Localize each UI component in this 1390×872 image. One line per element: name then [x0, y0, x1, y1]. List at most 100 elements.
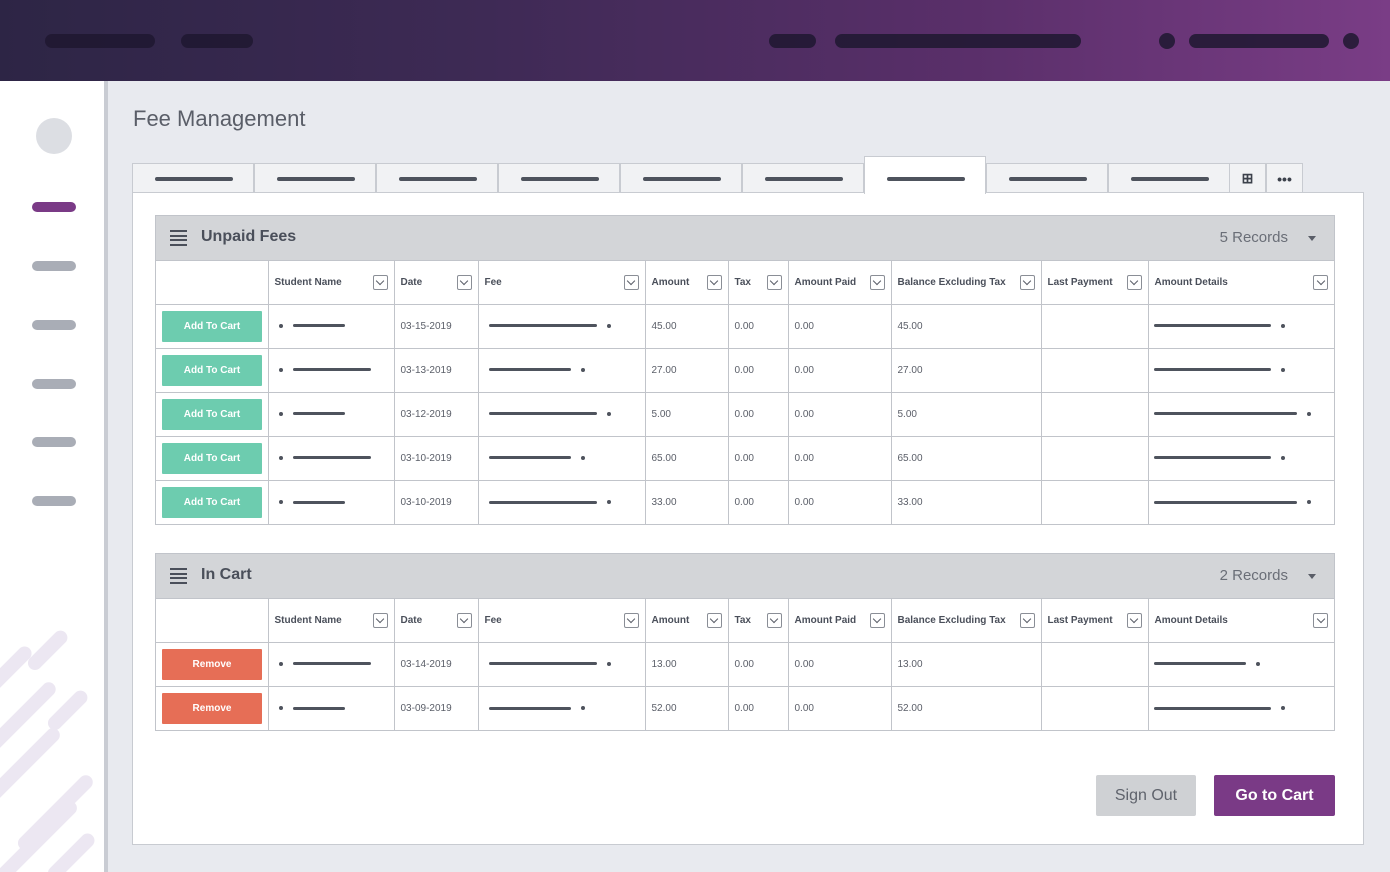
column-header-label: Fee: [484, 276, 502, 288]
column-header[interactable]: Amount Details: [1148, 261, 1334, 305]
column-header[interactable]: Amount Details: [1148, 599, 1334, 643]
column-header[interactable]: Amount Paid: [788, 599, 892, 643]
column-header[interactable]: Tax: [728, 599, 789, 643]
tab-6[interactable]: [742, 163, 864, 193]
sidebar-item[interactable]: [32, 496, 76, 506]
balance-cell: 65.00: [891, 436, 1042, 481]
action-cell: Remove: [156, 642, 269, 687]
paid-cell: 0.00: [788, 392, 892, 437]
tax-cell: 0.00: [728, 642, 789, 687]
chevron-down-icon[interactable]: [372, 275, 388, 290]
avatar[interactable]: [36, 118, 72, 154]
tab-4[interactable]: [498, 163, 620, 193]
top-nav-dot-icon-2[interactable]: [1343, 33, 1359, 49]
go-to-cart-button[interactable]: Go to Cart: [1214, 775, 1335, 816]
sign-out-button[interactable]: Sign Out: [1096, 775, 1196, 816]
tab-3[interactable]: [376, 163, 498, 193]
column-header[interactable]: Fee: [478, 261, 646, 305]
student-name-cell: [268, 392, 395, 437]
sidebar-item[interactable]: [32, 320, 76, 330]
records-count: 5 Records: [1219, 229, 1288, 246]
last-payment-cell: [1041, 304, 1149, 349]
chevron-down-icon[interactable]: [1126, 613, 1142, 628]
fee-cell: [478, 642, 646, 687]
top-nav-dot-icon[interactable]: [1159, 33, 1175, 49]
chevron-down-icon[interactable]: [1019, 275, 1035, 290]
action-cell: Add To Cart: [156, 480, 269, 524]
add-to-cart-button[interactable]: Add To Cart: [162, 486, 262, 518]
column-header[interactable]: Amount: [645, 261, 729, 305]
tab-2[interactable]: [254, 163, 376, 193]
table-row: Remove 03-14-2019 13.00 0.00 0.00 13.00: [156, 642, 1334, 687]
menu-icon[interactable]: [170, 230, 187, 246]
more-horizontal-icon[interactable]: •••: [1266, 163, 1303, 193]
column-header[interactable]: Student Name: [268, 261, 395, 305]
column-header[interactable]: Date: [394, 261, 479, 305]
tab-7-active[interactable]: [864, 156, 986, 194]
chevron-down-icon[interactable]: [706, 275, 722, 290]
sidebar-item[interactable]: [32, 437, 76, 447]
caret-down-icon[interactable]: [1308, 574, 1316, 579]
add-to-cart-button[interactable]: Add To Cart: [162, 310, 262, 342]
chevron-down-icon[interactable]: [1313, 613, 1328, 628]
tab-1[interactable]: [132, 163, 254, 193]
add-to-cart-button[interactable]: Add To Cart: [162, 398, 262, 430]
table-body: Add To Cart 03-15-2019 45.00 0.00 0.00 45.00 A…: [156, 304, 1334, 524]
balance-cell: 13.00: [891, 642, 1042, 687]
column-header[interactable]: Last Payment: [1041, 599, 1149, 643]
action-cell: Add To Cart: [156, 348, 269, 393]
chevron-down-icon[interactable]: [1313, 275, 1328, 290]
add-to-cart-button[interactable]: Add To Cart: [162, 442, 262, 474]
top-nav-placeholder-3[interactable]: [769, 34, 816, 48]
sidebar-item-active[interactable]: [32, 202, 76, 212]
chevron-down-icon[interactable]: [766, 275, 782, 290]
fee-cell: [478, 304, 646, 349]
add-to-cart-button[interactable]: Add To Cart: [162, 354, 262, 386]
chevron-down-icon[interactable]: [623, 613, 639, 628]
amount-details-cell: [1148, 304, 1334, 349]
tab-9[interactable]: [1108, 163, 1230, 193]
column-header[interactable]: Amount: [645, 599, 729, 643]
column-header[interactable]: Balance Excluding Tax: [891, 261, 1042, 305]
grid-header: Unpaid Fees 5 Records: [156, 216, 1334, 261]
column-header[interactable]: Amount Paid: [788, 261, 892, 305]
chevron-down-icon[interactable]: [456, 613, 472, 628]
sidebar-item[interactable]: [32, 261, 76, 271]
chevron-down-icon[interactable]: [1019, 613, 1035, 628]
column-header[interactable]: Student Name: [268, 599, 395, 643]
chevron-down-icon[interactable]: [623, 275, 639, 290]
column-header-label: Amount Paid: [794, 614, 857, 626]
last-payment-cell: [1041, 436, 1149, 481]
tab-8[interactable]: [986, 163, 1108, 193]
column-header[interactable]: Fee: [478, 599, 646, 643]
remove-button[interactable]: Remove: [162, 648, 262, 680]
tab-5[interactable]: [620, 163, 742, 193]
chevron-down-icon[interactable]: [869, 275, 885, 290]
plus-square-icon[interactable]: ⊞: [1229, 163, 1266, 193]
chevron-down-icon[interactable]: [456, 275, 472, 290]
remove-button[interactable]: Remove: [162, 692, 262, 724]
top-nav-placeholder-5[interactable]: [1189, 34, 1329, 48]
chevron-down-icon[interactable]: [706, 613, 722, 628]
top-nav-placeholder-1[interactable]: [45, 34, 155, 48]
chevron-down-icon[interactable]: [766, 613, 782, 628]
menu-icon[interactable]: [170, 568, 187, 584]
caret-down-icon[interactable]: [1308, 236, 1316, 241]
table-row: Add To Cart 03-15-2019 45.00 0.00 0.00 45.00: [156, 304, 1334, 349]
chevron-down-icon[interactable]: [1126, 275, 1142, 290]
top-nav-placeholder-2[interactable]: [181, 34, 253, 48]
sidebar-item[interactable]: [32, 379, 76, 389]
fee-cell: [478, 348, 646, 393]
column-header[interactable]: Balance Excluding Tax: [891, 599, 1042, 643]
amount-cell: 5.00: [645, 392, 729, 437]
fee-cell: [478, 480, 646, 524]
chevron-down-icon[interactable]: [372, 613, 388, 628]
chevron-down-icon[interactable]: [869, 613, 885, 628]
column-header[interactable]: Date: [394, 599, 479, 643]
column-header[interactable]: Tax: [728, 261, 789, 305]
column-header[interactable]: Last Payment: [1041, 261, 1149, 305]
date-cell: 03-09-2019: [394, 686, 479, 730]
amount-details-cell: [1148, 642, 1334, 687]
top-nav-placeholder-4[interactable]: [835, 34, 1081, 48]
action-column-header: [156, 599, 269, 643]
